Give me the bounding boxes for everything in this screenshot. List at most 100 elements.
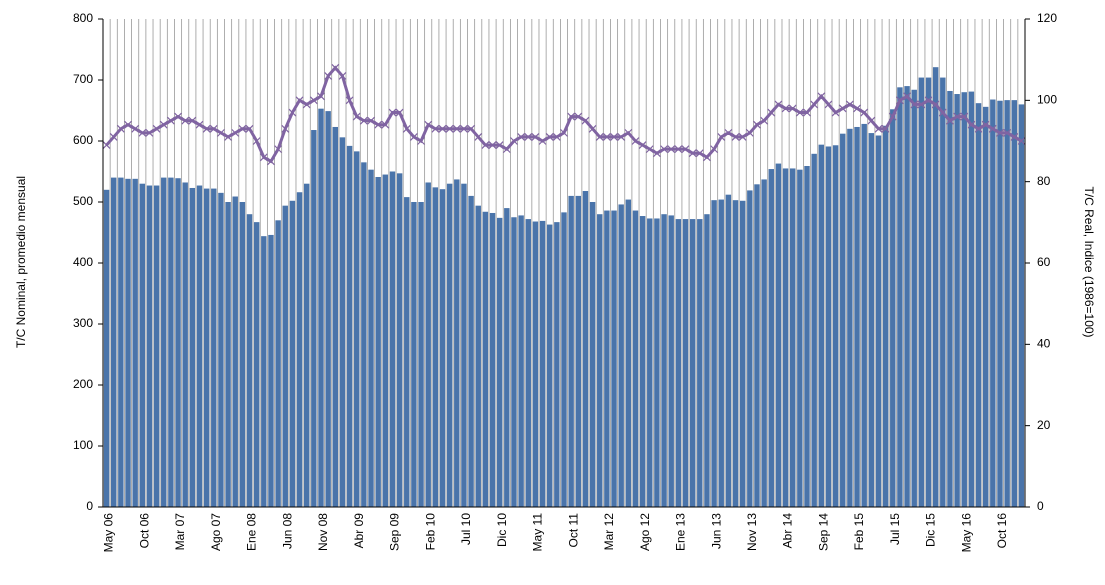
bar [482,211,489,507]
line-marker [610,133,618,141]
line-marker [574,112,583,121]
bar [754,184,760,507]
bar [146,185,153,507]
bar [990,99,996,508]
line-marker [645,145,654,154]
line-marker [667,145,676,154]
bar [597,214,603,507]
bar [611,210,617,508]
bar [747,190,753,507]
line-marker [438,124,447,133]
line-marker [252,137,261,145]
x-tick-label: Sep 14 [816,513,830,551]
line-marker [753,120,761,129]
x-tick-label: Feb 15 [852,513,866,551]
line-marker [116,124,125,133]
x-tick-label: Jul 15 [888,513,902,545]
line-marker [845,100,854,109]
bar [411,202,417,507]
bar [153,185,160,507]
bar [182,182,188,508]
bar [797,169,803,508]
line-marker [124,120,132,129]
line-marker [731,133,740,141]
bar [546,224,553,507]
line-marker [817,92,826,101]
line-marker [460,124,468,133]
bar [246,214,253,507]
line-marker [688,149,697,158]
line-marker [860,108,869,117]
x-tick-label: Ene 08 [245,513,259,551]
x-tick-label: Oct 11 [566,513,580,548]
line-marker [831,108,840,117]
x-tick-label: Mar 07 [173,513,187,551]
bar [789,168,796,507]
x-tick-label: Ene 13 [674,513,688,551]
line-marker [931,100,940,109]
bar [446,183,453,507]
line-marker [288,108,297,117]
line-marker [317,92,325,101]
line-marker [524,133,533,141]
bar [718,199,724,507]
line-marker [881,124,890,133]
bar [318,108,324,508]
x-tick-label: Oct 06 [137,513,151,549]
line-marker [281,124,290,133]
line-marker [217,128,225,137]
line-marker [974,124,983,133]
bar [339,137,346,507]
bar [496,217,503,508]
line-marker [774,100,783,109]
line-marker [1017,137,1026,145]
bar [275,220,281,508]
bar [132,178,138,507]
line-marker [195,120,204,129]
bar [525,219,531,507]
line-marker [245,124,254,133]
bar [375,176,381,508]
bar [940,77,946,507]
bar [511,217,517,507]
line-marker [895,96,904,105]
bar [954,94,960,507]
bar [118,177,124,507]
line-marker [209,124,218,133]
line-marker [424,120,433,129]
bar [1018,104,1025,508]
line-marker [838,104,847,113]
line-marker [388,108,397,117]
bar [418,202,424,507]
x-tick-label: May 16 [959,513,973,553]
bar [604,210,610,508]
y-tick-label: 500 [73,194,93,208]
bar [404,197,410,507]
bar [739,200,746,507]
bar [618,204,624,507]
line-marker [1010,133,1019,141]
bar [218,192,224,507]
line-marker [638,141,647,149]
bar [661,214,667,507]
x-tick-label: Jul 10 [459,513,473,545]
line-marker [517,133,526,141]
line-marker [259,153,268,162]
bar [568,195,574,507]
line-marker [467,124,476,133]
line-marker [159,120,168,129]
line-marker [531,133,540,141]
line-marker [560,128,568,137]
line-marker [481,141,490,149]
line-marker [803,108,811,117]
bar [925,77,932,507]
line-marker [824,100,833,109]
bar [875,135,882,507]
line-marker [795,108,804,117]
line-marker [917,100,926,109]
y2-tick-label: 80 [1037,174,1051,188]
bar [818,144,825,507]
bar [711,200,717,508]
line-marker [617,133,626,141]
